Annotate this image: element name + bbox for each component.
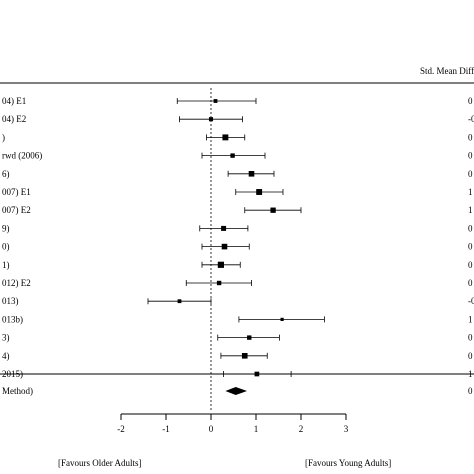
effect-value: 0 [468,278,473,288]
study-label: 9) [2,223,10,233]
point-estimate [208,117,214,122]
study-rows: 04) E1 0 04) E2 -0) 0 rwd (2006) 0 6) 0 007) E1 1 0… [2,88,474,412]
summary-diamond [225,387,247,395]
summary-label: Method) [2,386,33,396]
effect-value: 0 [468,132,473,142]
effect-value: 1 [468,187,473,197]
point-estimate [247,335,252,340]
effect-value: 1 [468,369,473,379]
effect-value: 1 [468,205,473,215]
effect-value: 0 [468,151,473,161]
effect-size-header: Std. Mean Diff [420,66,474,76]
x-tick-label: 0 [209,424,214,434]
effect-value: -0 [468,296,474,306]
point-estimate [256,189,263,195]
point-estimate [230,153,235,158]
effect-value: 0 [468,169,473,179]
study-label: 007) E1 [2,187,31,197]
point-estimate [241,353,248,359]
study-label: 2015) [2,369,23,379]
study-label: 012) E2 [2,278,31,288]
study-label: 6) [2,169,10,179]
effect-value: 0 [468,242,473,252]
effect-value: 0 [468,96,473,106]
study-label: 1) [2,260,10,270]
point-estimate [254,371,260,377]
point-estimate [248,171,255,177]
x-axis: -2 -1 0 1 2 3 [117,413,349,434]
study-label: 007) E2 [2,205,31,215]
study-label: 013b) [2,314,23,324]
x-tick-label: 1 [254,424,259,434]
point-estimate [216,280,222,286]
study-label: rwd (2006) [2,151,42,161]
point-estimate [221,243,228,250]
point-estimate [222,134,229,141]
x-tick-label: -1 [162,424,170,434]
study-label: ) [2,132,5,142]
x-tick-label: -2 [117,424,125,434]
effect-value: 0 [468,333,473,343]
point-estimate [221,225,227,231]
study-label: 013) [2,296,19,306]
point-estimate [217,261,224,268]
effect-value: 0 [468,223,473,233]
x-tick-label: 3 [344,424,349,434]
point-estimate [280,317,284,321]
study-label: 0) [2,242,10,252]
effect-value: 1 [468,314,473,324]
study-label: 3) [2,333,10,343]
point-estimate [213,99,218,103]
effect-value: -0 [468,114,474,124]
study-label: 04) E2 [2,114,26,124]
point-estimate [177,299,182,304]
x-tick-label: 2 [299,424,304,434]
effect-value: 0 [468,260,473,270]
study-label: 4) [2,351,10,361]
study-label: 04) E1 [2,96,26,106]
summary-value: 0 [468,386,473,396]
favours-young-caption: [Favours Young Adults] [305,458,391,468]
point-estimate [270,207,276,213]
effect-value: 0 [468,351,473,361]
favours-older-caption: [Favours Older Adults] [58,458,142,468]
